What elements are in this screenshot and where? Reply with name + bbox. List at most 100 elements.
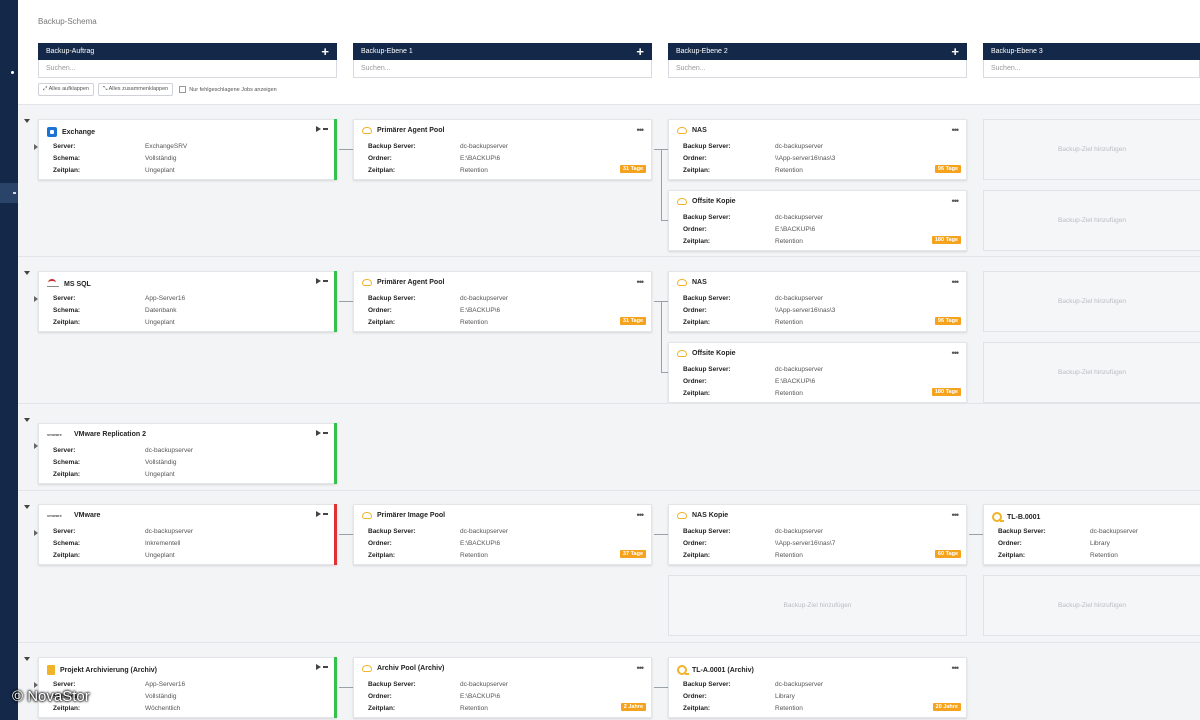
detail-value: Ungeplant: [145, 552, 175, 559]
detail-row: Backup Server: dc-backupserver: [368, 526, 628, 538]
card-details: Backup Server: dc-backupserver Ordner: \\A…: [683, 526, 943, 562]
exchange-icon: [47, 127, 57, 137]
card-details: Backup Server: dc-backupserver Ordner: \\A…: [683, 141, 943, 177]
expand-arrow-icon[interactable]: [34, 682, 38, 688]
detail-key: Backup Server:: [683, 366, 731, 373]
target-name: Primärer Agent Pool: [377, 279, 445, 286]
target-card[interactable]: Primärer Image Pool ••• Backup Server: dc…: [353, 504, 652, 565]
add-target-button[interactable]: Backup-Ziel hinzufügen: [983, 190, 1200, 251]
detail-key: Zeitplan:: [683, 552, 711, 559]
status-indicator: [334, 271, 337, 332]
more-icon[interactable]: •••: [951, 125, 960, 135]
more-icon[interactable]: •••: [636, 663, 645, 673]
column-header-job: Backup-Auftrag +: [38, 43, 337, 60]
expand-all-button[interactable]: ⤢ Alles aufklappen: [38, 83, 94, 96]
collapse-toggle-icon[interactable]: [24, 657, 30, 661]
detail-key: Server:: [53, 143, 76, 150]
detail-key: Zeitplan:: [683, 319, 711, 326]
card-details: Server: App-Server16 Schema: Vollständig Z…: [53, 679, 313, 715]
add-target-button[interactable]: Backup-Ziel hinzufügen: [668, 575, 967, 636]
target-card[interactable]: Primärer Agent Pool ••• Backup Server: dc…: [353, 119, 652, 180]
detail-key: Ordner:: [998, 540, 1022, 547]
expand-arrow-icon[interactable]: [34, 443, 38, 449]
add-level-1-icon[interactable]: +: [636, 44, 644, 59]
collapse-all-label: Alles zusammenklappen: [108, 86, 169, 92]
play-icon[interactable]: [316, 126, 321, 132]
sidebar-item-selected[interactable]: [0, 183, 18, 203]
play-icon[interactable]: [316, 278, 321, 284]
detail-value: dc-backupserver: [775, 681, 824, 688]
add-target-button[interactable]: Backup-Ziel hinzufügen: [983, 119, 1200, 180]
more-icon[interactable]: •••: [636, 125, 645, 135]
detail-row: Server: dc-backupserver: [53, 526, 313, 538]
job-card[interactable]: Exchange Server: ExchangeSRV Schema: Volls…: [38, 119, 337, 180]
target-card[interactable]: TL-A.0001 (Archiv) ••• Backup Server: dc-…: [668, 657, 967, 718]
expand-arrow-icon[interactable]: [34, 144, 38, 150]
card-title: NAS Kopie: [677, 512, 728, 519]
detail-key: Backup Server:: [368, 143, 416, 150]
job-card[interactable]: Projekt Archivierung (Archiv) Server: App…: [38, 657, 337, 718]
target-name: Offsite Kopie: [692, 350, 736, 357]
detail-key: Schema:: [53, 307, 81, 314]
collapse-toggle-icon[interactable]: [24, 271, 30, 275]
detail-key: Zeitplan:: [53, 705, 81, 712]
expand-all-label: Alles aufklappen: [48, 86, 89, 92]
vmware-icon: [47, 432, 69, 438]
add-target-button[interactable]: Backup-Ziel hinzufügen: [983, 342, 1200, 403]
add-job-icon[interactable]: +: [321, 44, 329, 59]
checkbox-box[interactable]: [179, 86, 187, 93]
target-card[interactable]: NAS Kopie ••• Backup Server: dc-backupser…: [668, 504, 967, 565]
detail-key: Ordner:: [368, 155, 392, 162]
more-icon[interactable]: •••: [951, 663, 960, 673]
job-card[interactable]: VMware Replication 2 Server: dc-backupser…: [38, 423, 337, 484]
collapse-all-button[interactable]: ⤡ Alles zusammenklappen: [98, 83, 174, 96]
collapse-toggle-icon[interactable]: [24, 119, 30, 123]
more-icon[interactable]: •••: [951, 348, 960, 358]
sidebar-dot-icon[interactable]: [11, 71, 14, 74]
more-icon[interactable]: [323, 432, 328, 434]
target-card[interactable]: TL-B.0001 Backup Server: dc-backupserver …: [983, 504, 1200, 565]
search-input-level-3[interactable]: Suchen...: [983, 60, 1200, 78]
more-icon[interactable]: •••: [951, 196, 960, 206]
detail-key: Zeitplan:: [53, 552, 81, 559]
play-icon[interactable]: [316, 430, 321, 436]
detail-key: Backup Server:: [683, 143, 731, 150]
more-icon[interactable]: •••: [951, 277, 960, 287]
search-input-level-2[interactable]: Suchen...: [668, 60, 967, 78]
more-icon[interactable]: •••: [636, 510, 645, 520]
job-card[interactable]: MS SQL Server: App-Server16 Schema: Datenb…: [38, 271, 337, 332]
job-card[interactable]: VMware Server: dc-backupserver Schema: Ink…: [38, 504, 337, 565]
job-controls: [316, 278, 328, 284]
target-card[interactable]: NAS ••• Backup Server: dc-backupserver Or…: [668, 119, 967, 180]
job-group-vmware: VMware Server: dc-backupserver Schema: Ink…: [18, 490, 1200, 642]
detail-key: Zeitplan:: [683, 238, 711, 245]
target-card[interactable]: NAS ••• Backup Server: dc-backupserver Or…: [668, 271, 967, 332]
collapse-toggle-icon[interactable]: [24, 505, 30, 509]
more-icon[interactable]: •••: [951, 510, 960, 520]
search-input-job[interactable]: Suchen...: [38, 60, 337, 78]
search-input-level-1[interactable]: Suchen...: [353, 60, 652, 78]
target-card[interactable]: Archiv Pool (Archiv) ••• Backup Server: d…: [353, 657, 652, 718]
detail-key: Ordner:: [683, 378, 707, 385]
more-icon[interactable]: •••: [636, 277, 645, 287]
detail-key: Server:: [53, 295, 76, 302]
add-target-button[interactable]: Backup-Ziel hinzufügen: [983, 575, 1200, 636]
play-icon[interactable]: [316, 664, 321, 670]
target-card[interactable]: Offsite Kopie ••• Backup Server: dc-backu…: [668, 190, 967, 251]
more-icon[interactable]: [323, 128, 328, 130]
more-icon[interactable]: [323, 666, 328, 668]
play-icon[interactable]: [316, 511, 321, 517]
target-card[interactable]: Offsite Kopie ••• Backup Server: dc-backu…: [668, 342, 967, 403]
more-icon[interactable]: [323, 280, 328, 282]
add-level-2-icon[interactable]: +: [951, 44, 959, 59]
add-target-button[interactable]: Backup-Ziel hinzufügen: [983, 271, 1200, 332]
expand-arrow-icon[interactable]: [34, 296, 38, 302]
detail-key: Server:: [53, 681, 76, 688]
more-icon[interactable]: [323, 513, 328, 515]
card-details: Backup Server: dc-backupserver Ordner: Lib…: [998, 526, 1200, 562]
target-name: NAS: [692, 279, 707, 286]
failed-only-checkbox[interactable]: Nur fehlgeschlagene Jobs anzeigen: [179, 86, 277, 93]
expand-arrow-icon[interactable]: [34, 530, 38, 536]
target-card[interactable]: Primärer Agent Pool ••• Backup Server: dc…: [353, 271, 652, 332]
collapse-toggle-icon[interactable]: [24, 418, 30, 422]
